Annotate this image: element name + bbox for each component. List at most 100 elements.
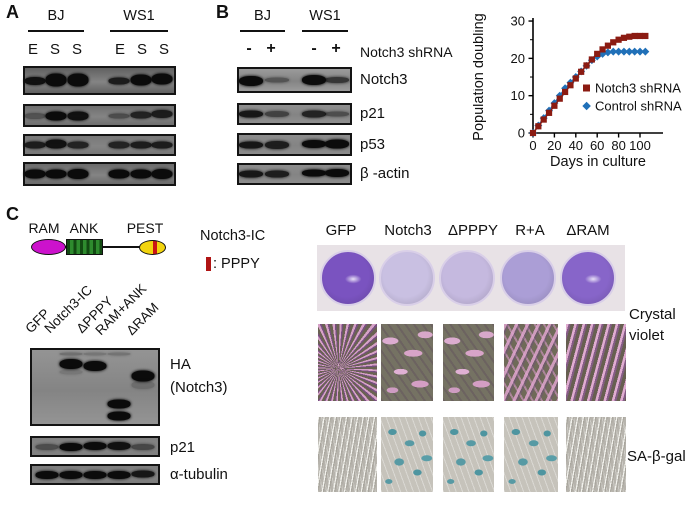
sa-b-gal-micrograph [566, 417, 626, 492]
crystal-violet-row-label-line1: Crystal [629, 306, 676, 323]
western-blot [237, 67, 352, 93]
svg-text:40: 40 [569, 138, 583, 153]
blot-band [83, 352, 107, 356]
blot-band [131, 380, 154, 389]
blot-band [130, 111, 152, 119]
assay-col-notch3: Notch3 [384, 222, 432, 239]
panel-c-label: C [6, 204, 19, 224]
ram-domain-shape [31, 239, 66, 255]
svg-text:0: 0 [529, 138, 536, 153]
blot-band [151, 109, 173, 118]
svg-text:30: 30 [511, 14, 525, 29]
western-blot [23, 134, 176, 156]
blot-band [107, 352, 131, 356]
blot-band [59, 470, 83, 479]
panel-a-label: A [6, 2, 19, 22]
blot-band [24, 112, 46, 119]
blot-band [83, 470, 107, 479]
panel-a-group-ws1: WS1 [123, 8, 155, 24]
western-blot [237, 133, 352, 156]
blot-band [264, 111, 289, 117]
shrna-minus: - [311, 40, 317, 57]
assay-col-dram: ΔRAM [566, 222, 610, 239]
blot-row-label: HA [170, 356, 191, 373]
blot-row-label: (Notch3) [170, 379, 228, 396]
blot-band [325, 111, 350, 117]
shrna-minus: - [246, 40, 252, 57]
blot-band [67, 73, 89, 87]
blot-band [238, 76, 263, 87]
svg-text:60: 60 [590, 138, 604, 153]
sa-b-gal-micrograph [504, 417, 558, 492]
blot-band [67, 169, 89, 179]
svg-text:80: 80 [611, 138, 625, 153]
blot-band [131, 370, 154, 382]
bj-underline [240, 30, 285, 32]
blot-row-label: p21 [360, 105, 386, 122]
blot-band [130, 141, 152, 149]
blot-band [151, 169, 173, 179]
blot-band [302, 110, 327, 118]
blot-band [107, 470, 131, 479]
western-blot [30, 348, 160, 426]
blot-row-label: β -actin [360, 165, 410, 182]
blot-band [35, 470, 59, 479]
blot-band [302, 169, 327, 177]
blot-band [83, 441, 107, 450]
crystal-violet-well [379, 250, 435, 306]
pest-domain-shape [139, 240, 166, 255]
svg-text:Notch3 shRNA: Notch3 shRNA [595, 81, 681, 96]
svg-text:20: 20 [547, 138, 561, 153]
blot-band [107, 399, 131, 409]
blot-band [131, 443, 154, 450]
blot-band [108, 113, 130, 119]
blot-band [131, 470, 154, 478]
blot-band [108, 169, 130, 179]
svg-text:Days in culture: Days in culture [550, 154, 646, 170]
assay-col-dpppy: ΔPPPY [447, 222, 499, 239]
construct-label: Notch3-IC [200, 228, 266, 244]
domain-label-pest: PEST [126, 220, 164, 236]
blot-band [108, 77, 130, 84]
crystal-violet-micrograph [566, 324, 626, 401]
blot-band [325, 169, 350, 178]
assay-col-gfp: GFP [325, 222, 357, 239]
growth-curve-chart: 0 20 40 60 80 100 0 10 20 30 Days in culture Popula… [473, 13, 682, 170]
blot-band [302, 75, 327, 86]
blot-band [67, 111, 89, 120]
blot-band [67, 141, 89, 149]
crystal-violet-row-label-line2: violet [629, 327, 665, 344]
panel-b-group-bj: BJ [254, 8, 271, 24]
blot-band [45, 73, 67, 87]
blot-row-label: α-tubulin [170, 466, 228, 483]
svg-text:Population doubling: Population doubling [473, 13, 487, 140]
blot-row-label: p21 [170, 439, 196, 456]
shrna-plus: + [266, 40, 276, 57]
crystal-violet-well [500, 250, 556, 306]
blot-band [325, 139, 350, 149]
domain-label-ram: RAM [28, 220, 60, 236]
western-blot [237, 103, 352, 125]
domain-label-ank: ANK [69, 220, 99, 236]
panel-b-group-ws1: WS1 [309, 8, 341, 24]
blot-band [302, 139, 327, 148]
crystal-violet-micrograph [381, 324, 433, 401]
western-blot [23, 162, 176, 186]
blot-band [24, 76, 46, 85]
blot-band [108, 141, 130, 149]
svg-text:100: 100 [629, 138, 651, 153]
ppy-legend-label: : PPPY [213, 256, 260, 272]
blot-band [151, 141, 173, 149]
blot-band [45, 169, 67, 179]
blot-band [107, 411, 131, 421]
blot-band [45, 139, 67, 149]
blot-band [35, 443, 59, 450]
lane-label: E [114, 41, 125, 58]
crystal-violet-micrograph [504, 324, 558, 401]
crystal-violet-well [320, 250, 376, 306]
blot-band [107, 441, 131, 450]
blot-band [264, 140, 289, 149]
lane-label: E [27, 41, 38, 58]
western-blot [237, 163, 352, 185]
